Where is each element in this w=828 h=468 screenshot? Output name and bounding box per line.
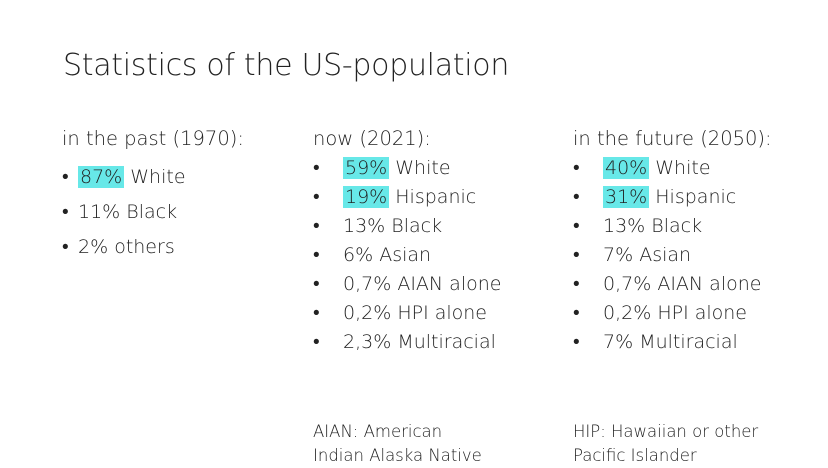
item-label: HPI alone <box>391 302 487 324</box>
list-item: • 6% Asian <box>313 241 501 270</box>
column-past: in the past (1970): • 87% White • 11% Blac… <box>62 126 244 265</box>
bullet-icon: • <box>573 244 580 266</box>
bullet-icon: • <box>573 273 580 295</box>
bullet-icon: • <box>313 331 320 353</box>
item-percent: 7% <box>603 244 634 266</box>
list-item: • 0,2% HPI alone <box>313 299 501 328</box>
item-label: Multiracial <box>391 331 496 353</box>
item-label: HPI alone <box>651 302 747 324</box>
list-item: • 19% Hispanic <box>313 183 501 212</box>
footnote-line: HIP: Hawaiian or other <box>573 422 759 441</box>
bullet-icon: • <box>313 215 320 237</box>
item-label: Asian <box>373 244 432 266</box>
bullet-icon: • <box>313 157 320 179</box>
item-percent: 0,2% <box>603 302 652 324</box>
item-percent: 0,7% <box>343 273 392 295</box>
list-item: • 11% Black <box>62 195 244 230</box>
item-percent: 11% <box>78 201 121 223</box>
item-percent: 87% <box>78 166 125 188</box>
footnote-aian: AIAN: American Indian Alaska Native <box>313 420 482 468</box>
list-item: • 2% others <box>62 230 244 265</box>
item-percent: 13% <box>343 215 386 237</box>
bullet-icon: • <box>313 273 320 295</box>
item-percent: 19% <box>343 186 390 208</box>
list-item: • 7% Asian <box>573 241 772 270</box>
bullet-icon: • <box>62 236 69 258</box>
item-percent: 31% <box>603 186 650 208</box>
item-label: Multiracial <box>633 331 738 353</box>
item-percent: 13% <box>603 215 646 237</box>
item-label: others <box>108 236 175 258</box>
bullet-icon: • <box>313 186 320 208</box>
item-percent: 40% <box>603 157 650 179</box>
item-label: White <box>124 166 186 188</box>
footnote-hip: HIP: Hawaiian or other Pacific Islander <box>573 420 758 468</box>
item-label: Black <box>385 215 443 237</box>
footnote-line: Pacific Islander <box>573 446 697 465</box>
bullet-icon: • <box>573 157 580 179</box>
item-label: Black <box>645 215 703 237</box>
bullet-icon: • <box>313 302 320 324</box>
item-label: AIAN alone <box>391 273 502 295</box>
item-percent: 59% <box>343 157 390 179</box>
list-item: • 87% White <box>62 160 244 195</box>
bullet-icon: • <box>313 244 320 266</box>
item-percent: 0,7% <box>603 273 652 295</box>
item-label: White <box>389 157 451 179</box>
footnote-line: Indian Alaska Native <box>313 446 482 465</box>
footnote-line: AIAN: American <box>313 422 443 441</box>
column-now: now (2021): • 59% White • 19% Hispanic • 13… <box>313 126 501 357</box>
bullet-icon: • <box>62 201 69 223</box>
list-item: • 40% White <box>573 154 772 183</box>
item-percent: 0,2% <box>343 302 392 324</box>
list-future: • 40% White • 31% Hispanic • 13% Black • 7% … <box>573 154 772 357</box>
item-percent: 7% <box>603 331 634 353</box>
item-percent: 2,3% <box>343 331 392 353</box>
column-heading-future: in the future (2050): <box>573 127 772 150</box>
list-item: • 59% White <box>313 154 501 183</box>
item-percent: 2% <box>78 236 109 258</box>
list-item: • 0,2% HPI alone <box>573 299 772 328</box>
slide-title: Statistics of the US-population <box>63 48 510 83</box>
list-past: • 87% White • 11% Black • 2% others <box>62 160 244 265</box>
bullet-icon: • <box>573 302 580 324</box>
column-heading-now: now (2021): <box>313 127 431 150</box>
bullet-icon: • <box>62 166 69 188</box>
item-label: Asian <box>633 244 692 266</box>
item-label: Hispanic <box>649 186 737 208</box>
item-label: AIAN alone <box>651 273 762 295</box>
list-item: • 7% Multiracial <box>573 328 772 357</box>
item-percent: 6% <box>343 244 374 266</box>
list-item: • 13% Black <box>313 212 501 241</box>
column-heading-past: in the past (1970): <box>62 127 244 150</box>
column-future: in the future (2050): • 40% White • 31% Hi… <box>573 126 772 357</box>
list-item: • 0,7% AIAN alone <box>573 270 772 299</box>
item-label: Black <box>120 201 178 223</box>
list-item: • 0,7% AIAN alone <box>313 270 501 299</box>
list-item: • 2,3% Multiracial <box>313 328 501 357</box>
item-label: White <box>649 157 711 179</box>
list-now: • 59% White • 19% Hispanic • 13% Black • 6% … <box>313 154 501 357</box>
list-item: • 13% Black <box>573 212 772 241</box>
bullet-icon: • <box>573 186 580 208</box>
bullet-icon: • <box>573 215 580 237</box>
bullet-icon: • <box>573 331 580 353</box>
list-item: • 31% Hispanic <box>573 183 772 212</box>
item-label: Hispanic <box>389 186 477 208</box>
